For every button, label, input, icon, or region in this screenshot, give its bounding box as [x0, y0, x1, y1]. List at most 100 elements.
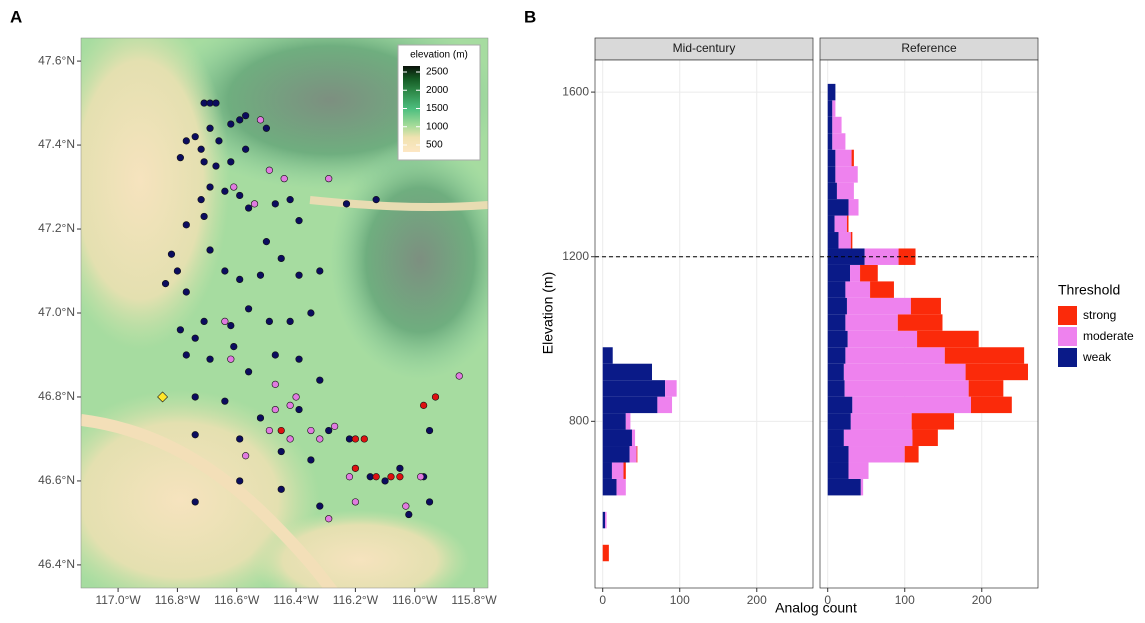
point [201, 318, 208, 325]
point [242, 146, 249, 153]
point [403, 503, 410, 510]
point [162, 280, 169, 287]
point [426, 427, 433, 434]
point [201, 100, 208, 107]
bar-segment [832, 133, 845, 149]
bar-segment [828, 331, 848, 347]
point [346, 473, 353, 480]
bar-segment [828, 364, 844, 380]
bar-segment [657, 397, 672, 413]
point [228, 159, 235, 166]
x-tick-label: 116.0°W [392, 593, 438, 607]
bar-segment [603, 479, 617, 495]
point [228, 322, 235, 329]
point [293, 394, 300, 401]
legend-key [1058, 327, 1077, 346]
point [251, 201, 258, 208]
colorbar-label: 2000 [426, 85, 449, 96]
bar-segment [828, 347, 846, 363]
bar-segment [835, 166, 857, 182]
point [278, 486, 285, 493]
point [281, 175, 288, 182]
point [245, 368, 252, 375]
bar-segment [828, 430, 844, 446]
legend-label: weak [1082, 350, 1112, 364]
point [426, 499, 433, 506]
bar-segment [945, 347, 1024, 363]
panel-bg [595, 60, 813, 588]
bar-segment [828, 248, 865, 264]
point [207, 125, 214, 132]
point [346, 436, 353, 443]
point [222, 188, 229, 195]
bar-segment [828, 298, 847, 314]
point [456, 373, 463, 380]
point [397, 473, 404, 480]
bar-segment [837, 183, 854, 199]
x-tick-label: 116.6°W [214, 593, 260, 607]
point [192, 431, 199, 438]
bar-segment [838, 232, 850, 248]
bar-segment [828, 380, 845, 396]
colorbar-label: 2500 [426, 67, 449, 78]
bar-segment [845, 281, 870, 297]
y-axis-title: Elevation (m) [540, 272, 556, 354]
bar-segment [828, 281, 846, 297]
bar-segment [612, 462, 624, 478]
bar-segment [828, 166, 836, 182]
bar-segment [617, 479, 626, 495]
point [257, 415, 264, 422]
legend-title: Threshold [1058, 282, 1120, 298]
point [228, 356, 235, 363]
point [201, 213, 208, 220]
bar-segment [835, 216, 847, 232]
bar-segment [828, 150, 836, 166]
legend-label: strong [1083, 308, 1116, 322]
point [257, 117, 264, 124]
x-tick-label: 115.8°W [451, 593, 497, 607]
point [222, 398, 229, 405]
bar-segment [845, 380, 969, 396]
point [317, 503, 324, 510]
point [405, 511, 412, 518]
point [266, 427, 273, 434]
bar-segment [911, 298, 941, 314]
point [174, 268, 181, 275]
point [177, 326, 184, 333]
bar-segment [828, 479, 861, 495]
bar-segment [603, 364, 652, 380]
bar-segment [637, 446, 638, 462]
bar-segment [828, 84, 836, 100]
point [287, 196, 294, 203]
legend-key [1058, 306, 1077, 325]
point [245, 306, 252, 313]
bar-segment [847, 216, 849, 232]
point [278, 255, 285, 262]
point [373, 473, 380, 480]
bar-segment [828, 446, 849, 462]
point [230, 343, 237, 350]
bar-segment [603, 512, 605, 528]
bar-segment [849, 199, 859, 215]
point [242, 112, 249, 119]
point [201, 159, 208, 166]
y-tick-label: 47.2°N [38, 221, 75, 235]
point [242, 452, 249, 459]
colorbar-label: 1000 [426, 121, 449, 132]
bar-segment [912, 413, 954, 429]
point [245, 205, 252, 212]
bar-segment [603, 347, 613, 363]
point [216, 138, 223, 145]
bar-segment [912, 430, 937, 446]
point [168, 251, 175, 258]
point [367, 473, 374, 480]
point [317, 436, 324, 443]
point [213, 163, 220, 170]
point [308, 310, 315, 317]
point [266, 318, 273, 325]
x-tick-label: 100 [895, 593, 915, 607]
bar-segment [603, 462, 612, 478]
colorbar [403, 66, 420, 152]
bar-segment [828, 232, 839, 248]
bar-segment [828, 397, 853, 413]
